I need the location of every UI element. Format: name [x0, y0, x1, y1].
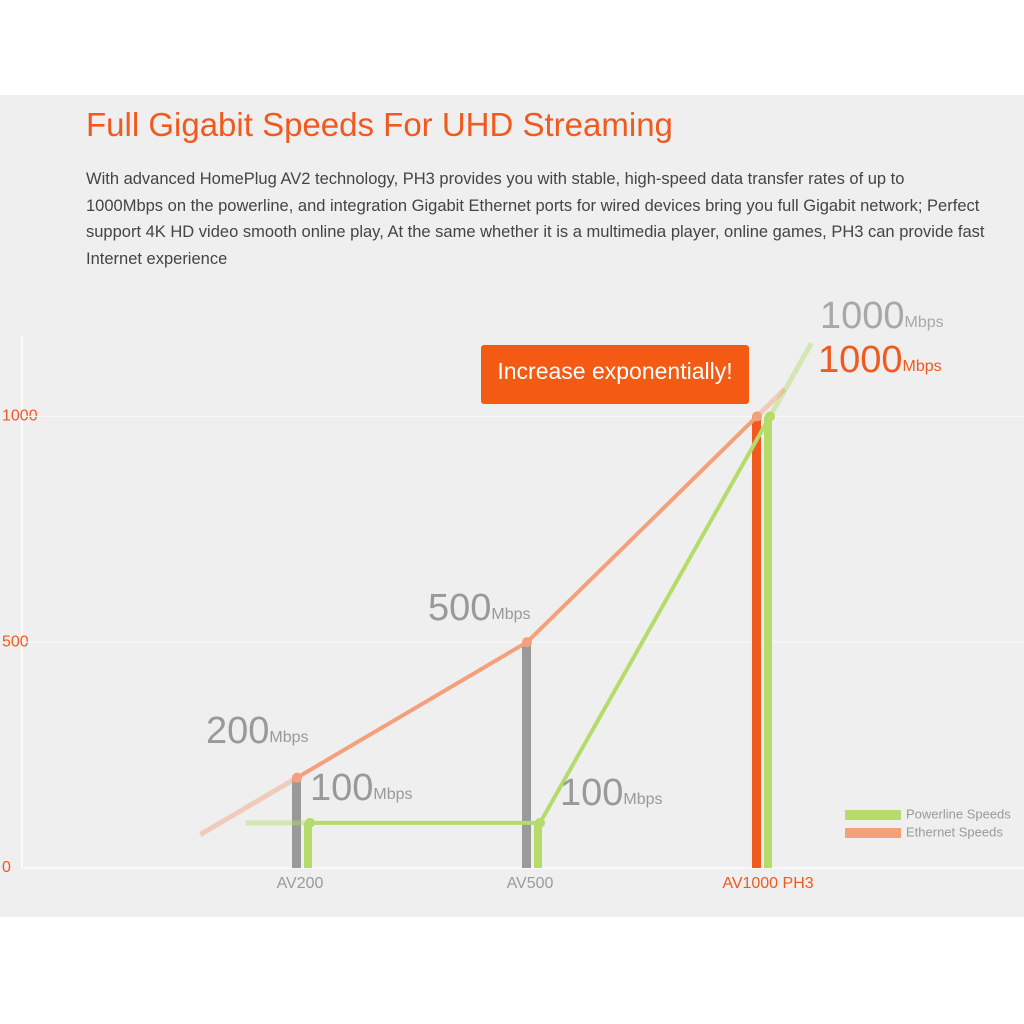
speed-point — [292, 772, 302, 783]
title: Full Gigabit Speeds For UHD Streaming — [86, 106, 673, 143]
powerline-bar — [304, 822, 312, 868]
value-label: 1000Mbps — [820, 295, 944, 337]
value-unit: Mbps — [269, 729, 308, 746]
value-unit: Mbps — [905, 314, 944, 331]
description: With advanced HomePlug AV2 technology, P… — [86, 170, 985, 268]
speed-point — [305, 817, 315, 828]
trend-extension — [755, 387, 787, 419]
panel — [0, 95, 1024, 917]
value-label: 100Mbps — [310, 767, 413, 809]
value-unit: Mbps — [903, 358, 942, 375]
x-tick-label: AV200 — [277, 875, 324, 892]
speed-point — [522, 637, 532, 648]
value-number: 1000 — [820, 295, 905, 337]
callout-text: Increase exponentially! — [497, 358, 732, 384]
speed-point — [752, 411, 762, 422]
callout — [481, 345, 749, 404]
legend-swatch — [845, 828, 901, 838]
value-label: 100Mbps — [560, 772, 663, 814]
value-label: 500Mbps — [428, 587, 531, 629]
value-label: 200Mbps — [206, 710, 309, 752]
ethernet-bar — [522, 642, 531, 868]
value-unit: Mbps — [373, 786, 412, 803]
speed-point — [765, 411, 775, 422]
value-unit: Mbps — [491, 606, 530, 623]
y-tick-label: 0 — [2, 859, 11, 876]
legend-label: Ethernet Speeds — [906, 824, 1003, 839]
powerline-bar — [534, 822, 542, 868]
value-number: 100 — [310, 767, 373, 809]
y-tick-label: 1000 — [2, 408, 38, 425]
ethernet-bar — [752, 416, 761, 868]
ethernet-bar — [292, 777, 301, 868]
value-number: 500 — [428, 587, 491, 629]
speed-point — [535, 817, 545, 828]
value-number: 200 — [206, 710, 269, 752]
speed-line — [310, 415, 772, 825]
value-unit: Mbps — [623, 791, 662, 808]
value-number: 1000 — [818, 339, 903, 381]
legend-swatch — [845, 810, 901, 820]
value-label: 1000Mbps — [818, 339, 942, 381]
x-tick-label: AV500 — [507, 875, 554, 892]
y-tick-label: 500 — [2, 633, 29, 650]
x-tick-label: AV1000 PH3 — [722, 875, 813, 892]
powerline-bar — [764, 416, 772, 868]
legend-label: Powerline Speeds — [906, 806, 1011, 821]
trend-extension — [199, 775, 299, 837]
trend-extension — [767, 341, 814, 418]
value-number: 100 — [560, 772, 623, 814]
